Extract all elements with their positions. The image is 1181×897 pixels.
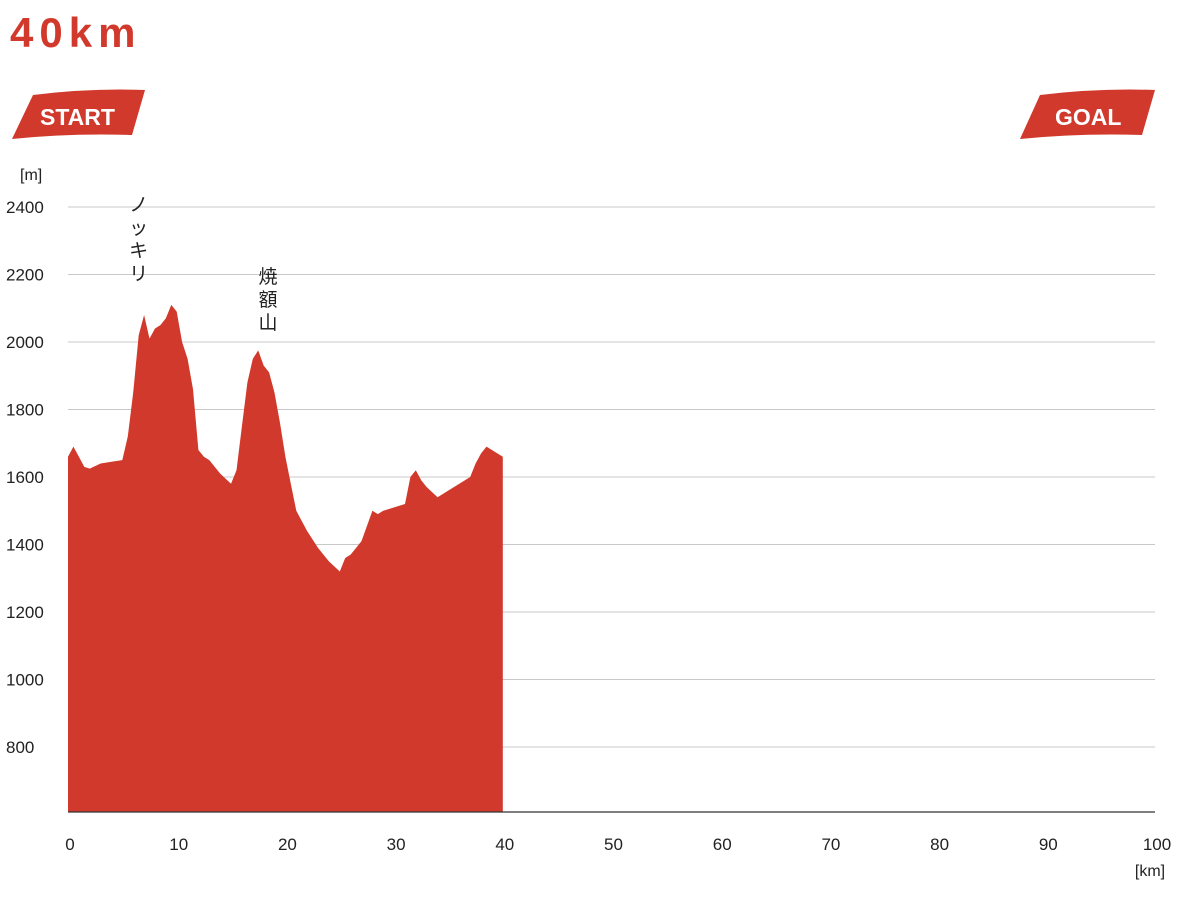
peak-label: ノッキリ xyxy=(129,194,148,285)
y-tick-label: 800 xyxy=(6,738,34,757)
y-tick-label: 2200 xyxy=(6,266,44,285)
peak-label: 焼額山 xyxy=(259,266,278,334)
start-flag xyxy=(12,89,145,139)
y-tick-labels: 800 1000 1200 1400 1600 1800 2000 2200 2400 xyxy=(6,198,44,757)
peak-annotations: ノッキリ焼額山 xyxy=(129,194,277,334)
goal-label: GOAL xyxy=(1055,104,1122,130)
y-tick-label: 1400 xyxy=(6,536,44,555)
goal-flag xyxy=(1020,89,1155,139)
x-tick-label: 80 xyxy=(930,835,949,854)
x-tick-label: 50 xyxy=(604,835,623,854)
y-unit-label: [m] xyxy=(20,167,42,184)
y-tick-label: 1600 xyxy=(6,468,44,487)
distance-title: 40km xyxy=(10,9,142,56)
y-tick-label: 1800 xyxy=(6,401,44,420)
y-tick-label: 2400 xyxy=(6,198,44,217)
x-tick-label: 70 xyxy=(821,835,840,854)
x-tick-label: 20 xyxy=(278,835,297,854)
start-flag-shape xyxy=(12,89,145,139)
elevation-area-group xyxy=(68,304,503,812)
x-unit-label: [km] xyxy=(1135,863,1165,880)
x-tick-label: 40 xyxy=(495,835,514,854)
y-tick-label: 1200 xyxy=(6,603,44,622)
x-tick-label: 30 xyxy=(387,835,406,854)
goal-flag-shape xyxy=(1020,89,1155,139)
y-tick-label: 2000 xyxy=(6,333,44,352)
y-tick-label: 1000 xyxy=(6,671,44,690)
start-label: START xyxy=(40,104,115,130)
x-tick-label: 100 xyxy=(1143,835,1171,854)
x-tick-label: 90 xyxy=(1039,835,1058,854)
elevation-area xyxy=(68,304,503,812)
x-tick-label: 60 xyxy=(713,835,732,854)
x-tick-labels: 0 10 20 30 40 50 60 70 80 90 100 xyxy=(65,835,1171,854)
x-tick-label: 0 xyxy=(65,835,74,854)
x-tick-label: 10 xyxy=(169,835,188,854)
